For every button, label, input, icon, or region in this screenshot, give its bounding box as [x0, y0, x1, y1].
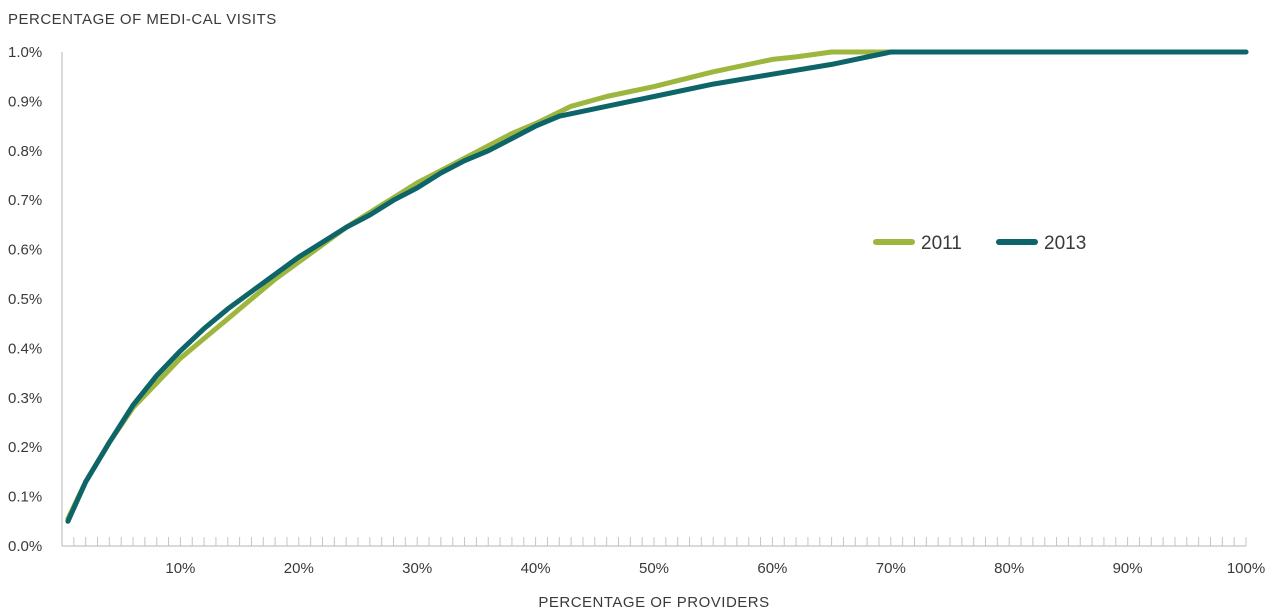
x-tick-label: 100%: [1227, 560, 1265, 577]
x-tick-label: 20%: [284, 560, 314, 577]
series-lines: [65, 49, 1249, 524]
x-tick-label: 50%: [639, 560, 669, 577]
series-line-2011: [65, 49, 1249, 522]
legend-label-2011: 2011: [921, 233, 962, 254]
y-tick-label: 1.0%: [8, 44, 42, 61]
y-tick-label: 0.5%: [8, 291, 42, 308]
x-tick-label: 40%: [521, 560, 551, 577]
x-tick-label: 90%: [1113, 560, 1143, 577]
y-tick-label: 0.4%: [8, 340, 42, 357]
y-tick-labels: 0.0% 0.1% 0.2% 0.3% 0.4% 0.5% 0.6% 0.7% 0.8% 0.9%…: [8, 44, 42, 555]
axes: 10% 20% 30% 40% 50% 60% 70% 80% 90% 100%: [61, 52, 1265, 577]
y-tick-label: 0.1%: [8, 489, 42, 506]
y-axis-title: PERCENTAGE OF MEDI-CAL VISITS: [8, 11, 277, 28]
legend-label-2013: 2013: [1044, 233, 1086, 254]
x-tick-label: 30%: [402, 560, 432, 577]
y-tick-label: 0.2%: [8, 439, 42, 456]
y-tick-label: 0.8%: [8, 143, 42, 160]
x-tick-label: 80%: [994, 560, 1024, 577]
x-tick-label: 10%: [165, 560, 195, 577]
y-tick-label: 0.6%: [8, 242, 42, 259]
y-tick-label: 0.7%: [8, 192, 42, 209]
y-tick-label: 0.9%: [8, 93, 42, 110]
y-tick-label: 0.3%: [8, 390, 42, 407]
x-axis-title: PERCENTAGE OF PROVIDERS: [538, 594, 769, 611]
series-line-2013: [65, 49, 1249, 524]
x-tick-label: 60%: [757, 560, 787, 577]
legend: 2011 2013: [873, 233, 1086, 254]
x-tick-label: 70%: [876, 560, 906, 577]
y-tick-label: 0.0%: [8, 538, 42, 555]
